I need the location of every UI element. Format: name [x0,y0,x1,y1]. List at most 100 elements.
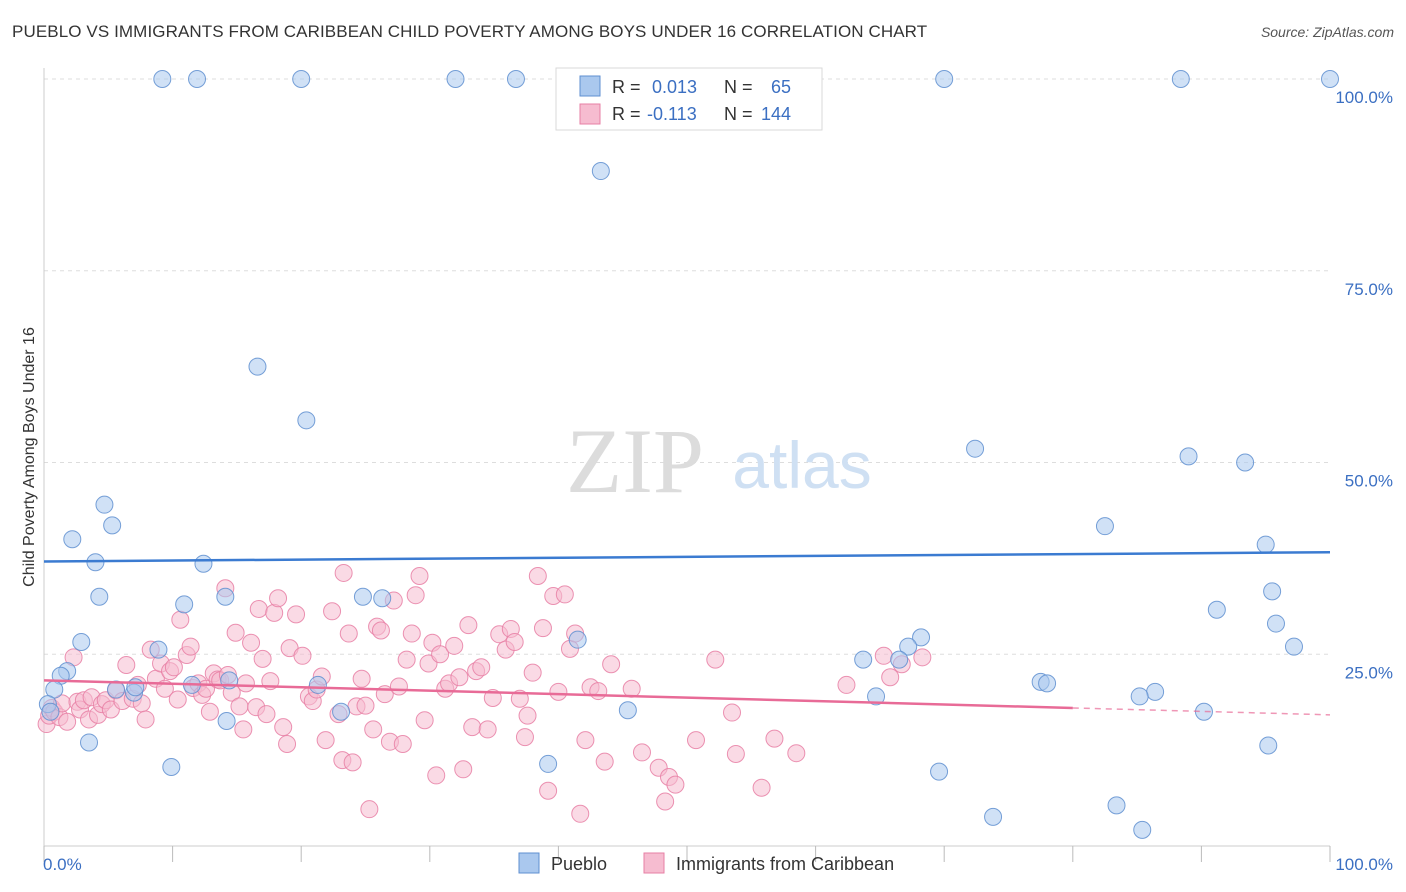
pueblo-point-7 [1171,70,1190,88]
caribbean-point-86 [402,624,421,643]
caribbean-point-67 [323,602,342,621]
caribbean-point-113 [528,567,547,586]
pueblo-point-57 [217,711,236,730]
caribbean-point-112 [523,663,542,682]
trendline-caribbean-extension [1072,707,1331,716]
caribbean-point-137 [752,778,771,797]
caribbean-point-49 [242,633,261,652]
pueblo-point-36 [854,650,873,669]
bottom-legend: Pueblo Immigrants from Caribbean [518,852,894,874]
caribbean-point-133 [687,731,706,750]
pueblo-point-22 [353,587,372,606]
grid-layer [44,78,1330,655]
caribbean-point-30 [168,690,187,709]
pueblo-point-26 [1263,582,1282,601]
caribbean-point-136 [726,744,745,763]
caribbean-point-52 [253,649,272,668]
pueblo-point-10 [248,357,267,376]
pueblo-point-49 [1038,674,1057,693]
y-tick-label-1: 50.0% [1345,472,1393,491]
pueblo-point-28 [1266,614,1285,633]
caribbean-point-132 [666,775,685,794]
pueblo-point-46 [126,678,145,697]
pueblo-point-55 [618,701,637,720]
trend-layer [43,550,1331,716]
caribbean-point-130 [656,792,675,811]
pueblo-point-32 [568,630,587,649]
legend-r-value-pueblo: 0.013 [652,77,697,97]
caribbean-point-76 [360,800,379,819]
pueblo-point-60 [539,754,558,773]
pueblo-point-18 [63,530,82,549]
caribbean-point-125 [595,752,614,771]
bottom-legend-swatch-pueblo [518,852,540,874]
caribbean-point-109 [510,689,529,708]
series-pueblo [38,70,1339,839]
caribbean-point-88 [410,567,429,586]
caribbean-point-72 [343,753,362,772]
pueblo-point-33 [912,628,931,647]
pueblo-point-4 [506,70,525,88]
pueblo-point-35 [1284,637,1303,656]
caribbean-point-141 [874,646,893,665]
legend-n-label-caribbean: N = [724,104,753,124]
caribbean-point-66 [316,731,335,750]
y-tick-label-0: 25.0% [1345,663,1393,682]
pueblo-point-58 [80,733,99,752]
caribbean-point-29 [164,658,183,677]
caribbean-point-139 [787,744,806,763]
y-tick-labels: 25.0% 50.0% 75.0% 100.0% [1335,88,1393,682]
caribbean-point-115 [539,781,558,800]
pueblo-point-50 [1146,682,1165,701]
caribbean-point-47 [234,720,253,739]
caribbean-point-57 [274,718,293,737]
pueblo-point-3 [446,70,465,88]
caribbean-point-103 [478,720,497,739]
caribbean-point-124 [589,682,608,701]
caribbean-point-45 [226,623,245,642]
chart-title: PUEBLO VS IMMIGRANTS FROM CARIBBEAN CHIL… [12,22,928,41]
caribbean-point-99 [459,616,478,635]
caribbean-point-92 [427,766,446,785]
pueblo-point-13 [1179,447,1198,466]
caribbean-point-84 [393,734,412,753]
pueblo-point-62 [930,762,949,781]
caribbean-point-33 [181,637,200,656]
caribbean-point-96 [445,636,464,655]
pueblo-point-29 [216,587,235,606]
caribbean-point-134 [706,650,725,669]
caribbean-point-117 [549,682,568,701]
pueblo-point-15 [95,495,114,514]
pueblo-point-31 [149,640,168,659]
pueblo-point-24 [90,587,109,606]
y-axis-label: Child Poverty Among Boys Under 16 [21,327,38,587]
caribbean-point-114 [533,619,552,638]
pueblo-point-63 [1107,796,1126,815]
caribbean-point-74 [352,669,371,688]
legend-swatch-pueblo [579,75,601,97]
caribbean-point-75 [356,696,375,715]
legend-swatch-caribbean [579,103,601,125]
legend-n-value-pueblo: 65 [771,77,791,97]
pueblo-point-27 [1207,600,1226,619]
pueblo-point-14 [1236,453,1255,472]
caribbean-point-135 [723,703,742,722]
legend-n-label-pueblo: N = [724,77,753,97]
pueblo-point-9 [591,162,610,181]
x-tick-label-min: 0.0% [43,855,82,874]
caribbean-point-128 [632,743,651,762]
watermark-zip: ZIP [566,410,704,512]
caribbean-point-89 [415,711,434,730]
caribbean-point-70 [334,563,353,582]
caribbean-point-118 [555,585,574,604]
pueblo-point-25 [175,595,194,614]
caribbean-point-46 [230,697,249,716]
pueblo-point-34 [899,637,918,656]
caribbean-point-71 [339,624,358,643]
pueblo-point-11 [297,411,316,430]
caribbean-point-6 [58,712,77,731]
caribbean-point-38 [200,702,219,721]
caribbean-point-98 [454,760,473,779]
pueblo-point-17 [1095,517,1114,536]
